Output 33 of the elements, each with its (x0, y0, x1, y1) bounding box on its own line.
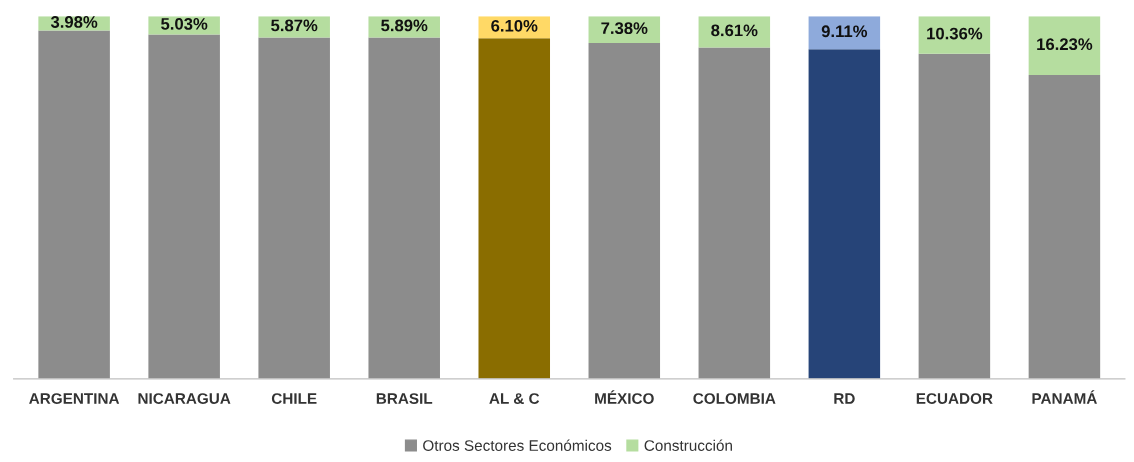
x-tick-label: PANAMÁ (1032, 390, 1097, 404)
bar (918, 53, 991, 379)
bar (588, 42, 661, 379)
data-label: 8.61% (711, 24, 758, 37)
bar (148, 34, 220, 379)
data-label: 6.10% (491, 19, 538, 32)
bar (1028, 75, 1101, 379)
bar (808, 49, 881, 379)
data-label: 9.11% (821, 25, 868, 38)
bar (368, 37, 440, 379)
x-tick-label: ARGENTINA (29, 393, 120, 404)
x-tick-label: RD (834, 393, 855, 404)
legend-label: Otros Sectores Económicos (423, 439, 612, 451)
data-label: 3.98% (50, 16, 98, 28)
bar (38, 30, 110, 379)
bar (1028, 16, 1101, 76)
legend-label: Construcción (644, 439, 732, 451)
x-tick-label: COLOMBIA (693, 393, 776, 404)
bar (478, 38, 551, 379)
x-tick-label: BRASIL (376, 393, 433, 404)
x-tick-label: NICARAGUA (138, 393, 231, 404)
bar (258, 37, 330, 379)
data-label: 5.89% (381, 19, 428, 32)
x-tick-label: MÉXICO (595, 390, 654, 404)
data-label: 16.23% (1037, 38, 1093, 51)
x-tick-label: AL & C (489, 393, 540, 404)
x-tick-label: ECUADOR (916, 393, 993, 404)
data-label: 10.36% (927, 27, 983, 40)
x-tick-label: CHILE (271, 393, 317, 404)
data-label: 5.87% (271, 19, 318, 32)
bar (698, 47, 771, 379)
data-label: 5.03% (161, 17, 208, 30)
data-label: 7.38% (601, 22, 648, 35)
